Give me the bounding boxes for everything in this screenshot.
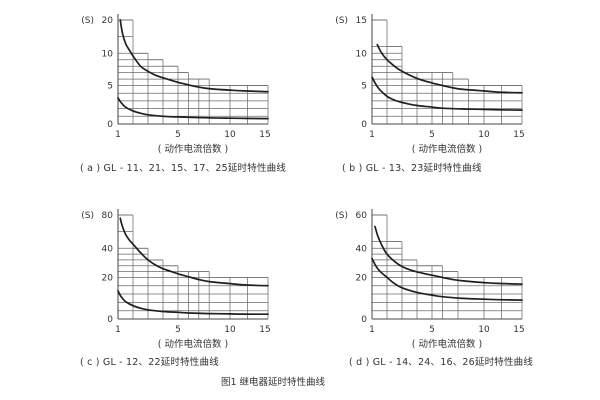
characteristic-curves (117, 217, 269, 316)
subplot-c-caption: ( c ) GL - 12、22延时特性曲线 (80, 357, 219, 368)
subplot-a-caption: ( a ) GL - 11、21、15、17、25延时特性曲线 (80, 163, 287, 174)
x-tick-label: 10 (478, 325, 490, 335)
y-tick-label: 40 (102, 245, 114, 255)
x-tick-label: 5 (429, 325, 435, 335)
y-tick-label: 5 (361, 82, 367, 92)
curve-upper (119, 217, 269, 287)
y-tick-label: 20 (356, 274, 368, 284)
curve-upper (119, 19, 269, 93)
curve-upper (374, 225, 523, 285)
y-tick-label: 5 (107, 82, 113, 92)
curve-lower (371, 76, 523, 111)
x-tick-label: 15 (513, 130, 524, 140)
y-tick-label: 80 (102, 211, 114, 221)
axes (117, 209, 268, 320)
y-tick-label: 10 (102, 50, 114, 60)
x-axis-title: ( 动作电流倍数 ) (158, 338, 228, 350)
x-tick-label: 10 (224, 130, 236, 140)
y-tick-label: 0 (361, 120, 367, 130)
x-tick-label: 1 (115, 325, 121, 335)
curve-upper (376, 43, 523, 94)
y-tick-label: 0 (361, 315, 367, 325)
y-unit-label: (S) (81, 16, 94, 26)
y-tick-label: 60 (356, 211, 368, 221)
subplot-d: 60 40 20 0 (S) 1 5 10 15( 动作电流倍数 ) (324, 203, 554, 355)
grid-lines (118, 214, 269, 319)
characteristic-curves (117, 19, 269, 120)
grid-lines (118, 19, 269, 124)
y-tick-label: 15 (356, 16, 367, 26)
x-tick-label: 15 (513, 325, 524, 335)
y-tick-label: 20 (102, 274, 114, 284)
subplot-c: 80 40 20 0 (S) 1 5 10 15( 动作电流倍数 ) (70, 203, 300, 355)
characteristic-curves (371, 225, 523, 301)
curve-lower (371, 257, 523, 301)
x-axis-title: ( 动作电流倍数 ) (412, 143, 482, 155)
grid-lines (372, 214, 523, 319)
y-tick-label: 0 (107, 120, 113, 130)
axes (117, 14, 268, 125)
curve-lower (117, 290, 269, 316)
axes (371, 14, 522, 125)
x-tick-label: 5 (175, 325, 181, 335)
figure-caption: 图1 继电器延时特性曲线 (220, 377, 326, 388)
x-tick-label: 1 (369, 130, 375, 140)
y-tick-label: 20 (102, 16, 114, 26)
subplot-b-caption: ( b ) GL - 13、23延时特性曲线 (342, 163, 482, 174)
axes (371, 209, 522, 320)
x-axis-title: ( 动作电流倍数 ) (158, 143, 228, 155)
x-tick-label: 10 (478, 130, 490, 140)
x-tick-label: 5 (175, 130, 181, 140)
y-tick-label: 40 (356, 245, 368, 255)
x-tick-label: 10 (224, 325, 236, 335)
y-unit-label: (S) (81, 211, 94, 221)
y-unit-label: (S) (335, 211, 348, 221)
curve-lower (117, 96, 269, 120)
x-tick-label: 5 (429, 130, 435, 140)
y-unit-label: (S) (335, 16, 348, 26)
x-tick-label: 1 (115, 130, 121, 140)
x-tick-label: 15 (259, 325, 270, 335)
y-tick-label: 10 (356, 50, 368, 60)
subplot-b: 15 10 5 0 (S) 1 5 10 15( 动作电流倍数 ) (324, 8, 554, 160)
x-tick-label: 15 (259, 130, 270, 140)
x-axis-title: ( 动作电流倍数 ) (412, 338, 482, 350)
subplot-d-caption: ( d ) GL - 14、24、16、26延时特性曲线 (349, 357, 534, 368)
characteristic-curves (371, 43, 523, 111)
subplot-a: 20 10 5 0 (S) 1 5 10 15( 动作电流倍数 ) (70, 8, 300, 160)
x-tick-label: 1 (369, 325, 375, 335)
y-tick-label: 0 (107, 315, 113, 325)
